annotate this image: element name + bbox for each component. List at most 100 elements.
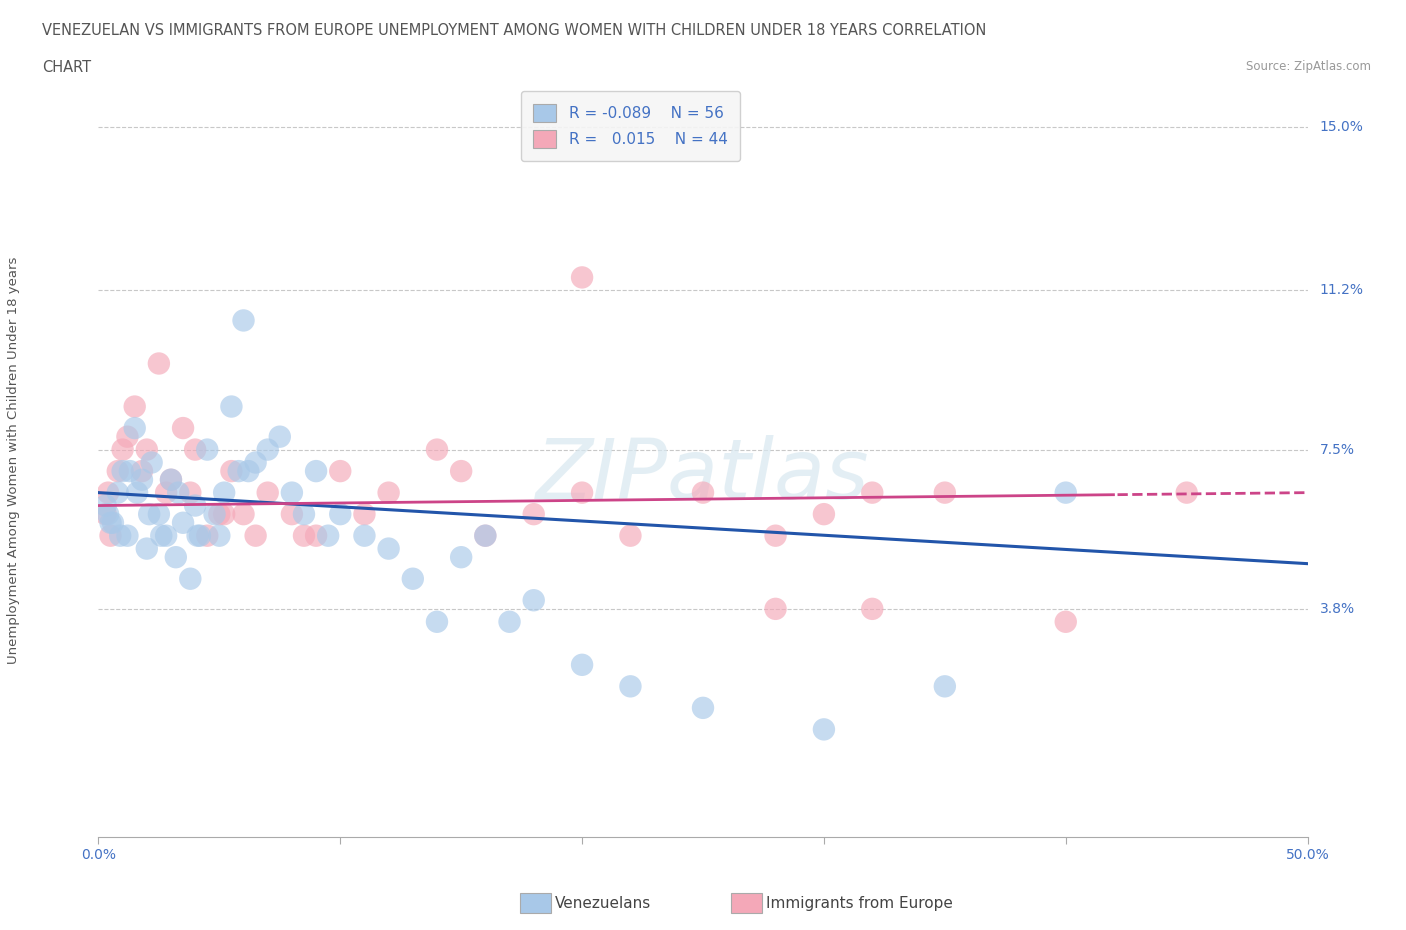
Point	[187, 528, 209, 543]
Text: 0.0%: 0.0%	[82, 848, 115, 862]
Point	[135, 541, 157, 556]
Point	[107, 485, 129, 500]
Point	[94, 498, 117, 513]
Point	[179, 571, 201, 586]
Point	[188, 528, 211, 543]
Point	[765, 528, 787, 543]
Point	[160, 472, 183, 487]
Point	[160, 472, 183, 487]
Point	[111, 464, 134, 479]
Point	[97, 485, 120, 500]
Point	[450, 464, 472, 479]
Point	[377, 541, 399, 556]
Point	[172, 420, 194, 435]
Point	[765, 602, 787, 617]
Point	[228, 464, 250, 479]
Text: Source: ZipAtlas.com: Source: ZipAtlas.com	[1246, 60, 1371, 73]
Point	[138, 507, 160, 522]
Point	[860, 602, 883, 617]
Point	[571, 658, 593, 672]
Point	[329, 507, 352, 522]
Point	[150, 528, 173, 543]
Point	[131, 472, 153, 487]
Point	[172, 515, 194, 530]
Point	[107, 464, 129, 479]
Point	[232, 507, 254, 522]
Point	[155, 528, 177, 543]
Point	[94, 507, 117, 522]
Point	[619, 528, 641, 543]
Text: Unemployment Among Women with Children Under 18 years: Unemployment Among Women with Children U…	[7, 257, 20, 664]
Point	[108, 528, 131, 543]
Text: VENEZUELAN VS IMMIGRANTS FROM EUROPE UNEMPLOYMENT AMONG WOMEN WITH CHILDREN UNDE: VENEZUELAN VS IMMIGRANTS FROM EUROPE UNE…	[42, 23, 987, 38]
Point	[426, 615, 449, 630]
Point	[221, 464, 243, 479]
Legend: R = -0.089    N = 56, R =   0.015    N = 44: R = -0.089 N = 56, R = 0.015 N = 44	[522, 91, 740, 161]
Point	[305, 528, 328, 543]
Text: Venezuelans: Venezuelans	[555, 896, 651, 910]
Point	[329, 464, 352, 479]
Point	[281, 507, 304, 522]
Text: Immigrants from Europe: Immigrants from Europe	[766, 896, 953, 910]
Point	[292, 507, 315, 522]
Point	[148, 507, 170, 522]
Point	[571, 270, 593, 285]
Point	[692, 700, 714, 715]
Point	[292, 528, 315, 543]
Point	[934, 679, 956, 694]
Point	[101, 515, 124, 530]
Point	[281, 485, 304, 500]
Point	[860, 485, 883, 500]
Point	[208, 528, 231, 543]
Point	[450, 550, 472, 565]
Point	[934, 485, 956, 500]
Point	[124, 420, 146, 435]
Point	[353, 528, 375, 543]
Point	[402, 571, 425, 586]
Point	[1054, 485, 1077, 500]
Point	[474, 528, 496, 543]
Point	[100, 515, 122, 530]
Point	[135, 442, 157, 457]
Point	[184, 498, 207, 513]
Point	[118, 464, 141, 479]
Point	[305, 464, 328, 479]
Point	[124, 399, 146, 414]
Point	[523, 592, 546, 607]
Point	[523, 507, 546, 522]
Point	[212, 507, 235, 522]
Point	[474, 528, 496, 543]
Point	[204, 507, 226, 522]
Point	[813, 722, 835, 737]
Text: 11.2%: 11.2%	[1320, 284, 1364, 298]
Point	[100, 528, 122, 543]
Point	[571, 485, 593, 500]
Point	[195, 528, 218, 543]
Text: 3.8%: 3.8%	[1320, 602, 1355, 616]
Text: 7.5%: 7.5%	[1320, 443, 1354, 457]
Point	[353, 507, 375, 522]
Point	[238, 464, 260, 479]
Point	[316, 528, 339, 543]
Point	[97, 507, 120, 522]
Point	[127, 485, 149, 500]
Point	[155, 485, 177, 500]
Point	[619, 679, 641, 694]
Point	[148, 356, 170, 371]
Point	[165, 550, 187, 565]
Point	[245, 528, 267, 543]
Point	[208, 507, 231, 522]
Point	[426, 442, 449, 457]
Point	[232, 313, 254, 328]
Point	[256, 485, 278, 500]
Point	[692, 485, 714, 500]
Point	[221, 399, 243, 414]
Point	[498, 615, 520, 630]
Point	[813, 507, 835, 522]
Point	[195, 442, 218, 457]
Point	[1054, 615, 1077, 630]
Point	[131, 464, 153, 479]
Point	[269, 430, 291, 445]
Point	[117, 528, 139, 543]
Point	[377, 485, 399, 500]
